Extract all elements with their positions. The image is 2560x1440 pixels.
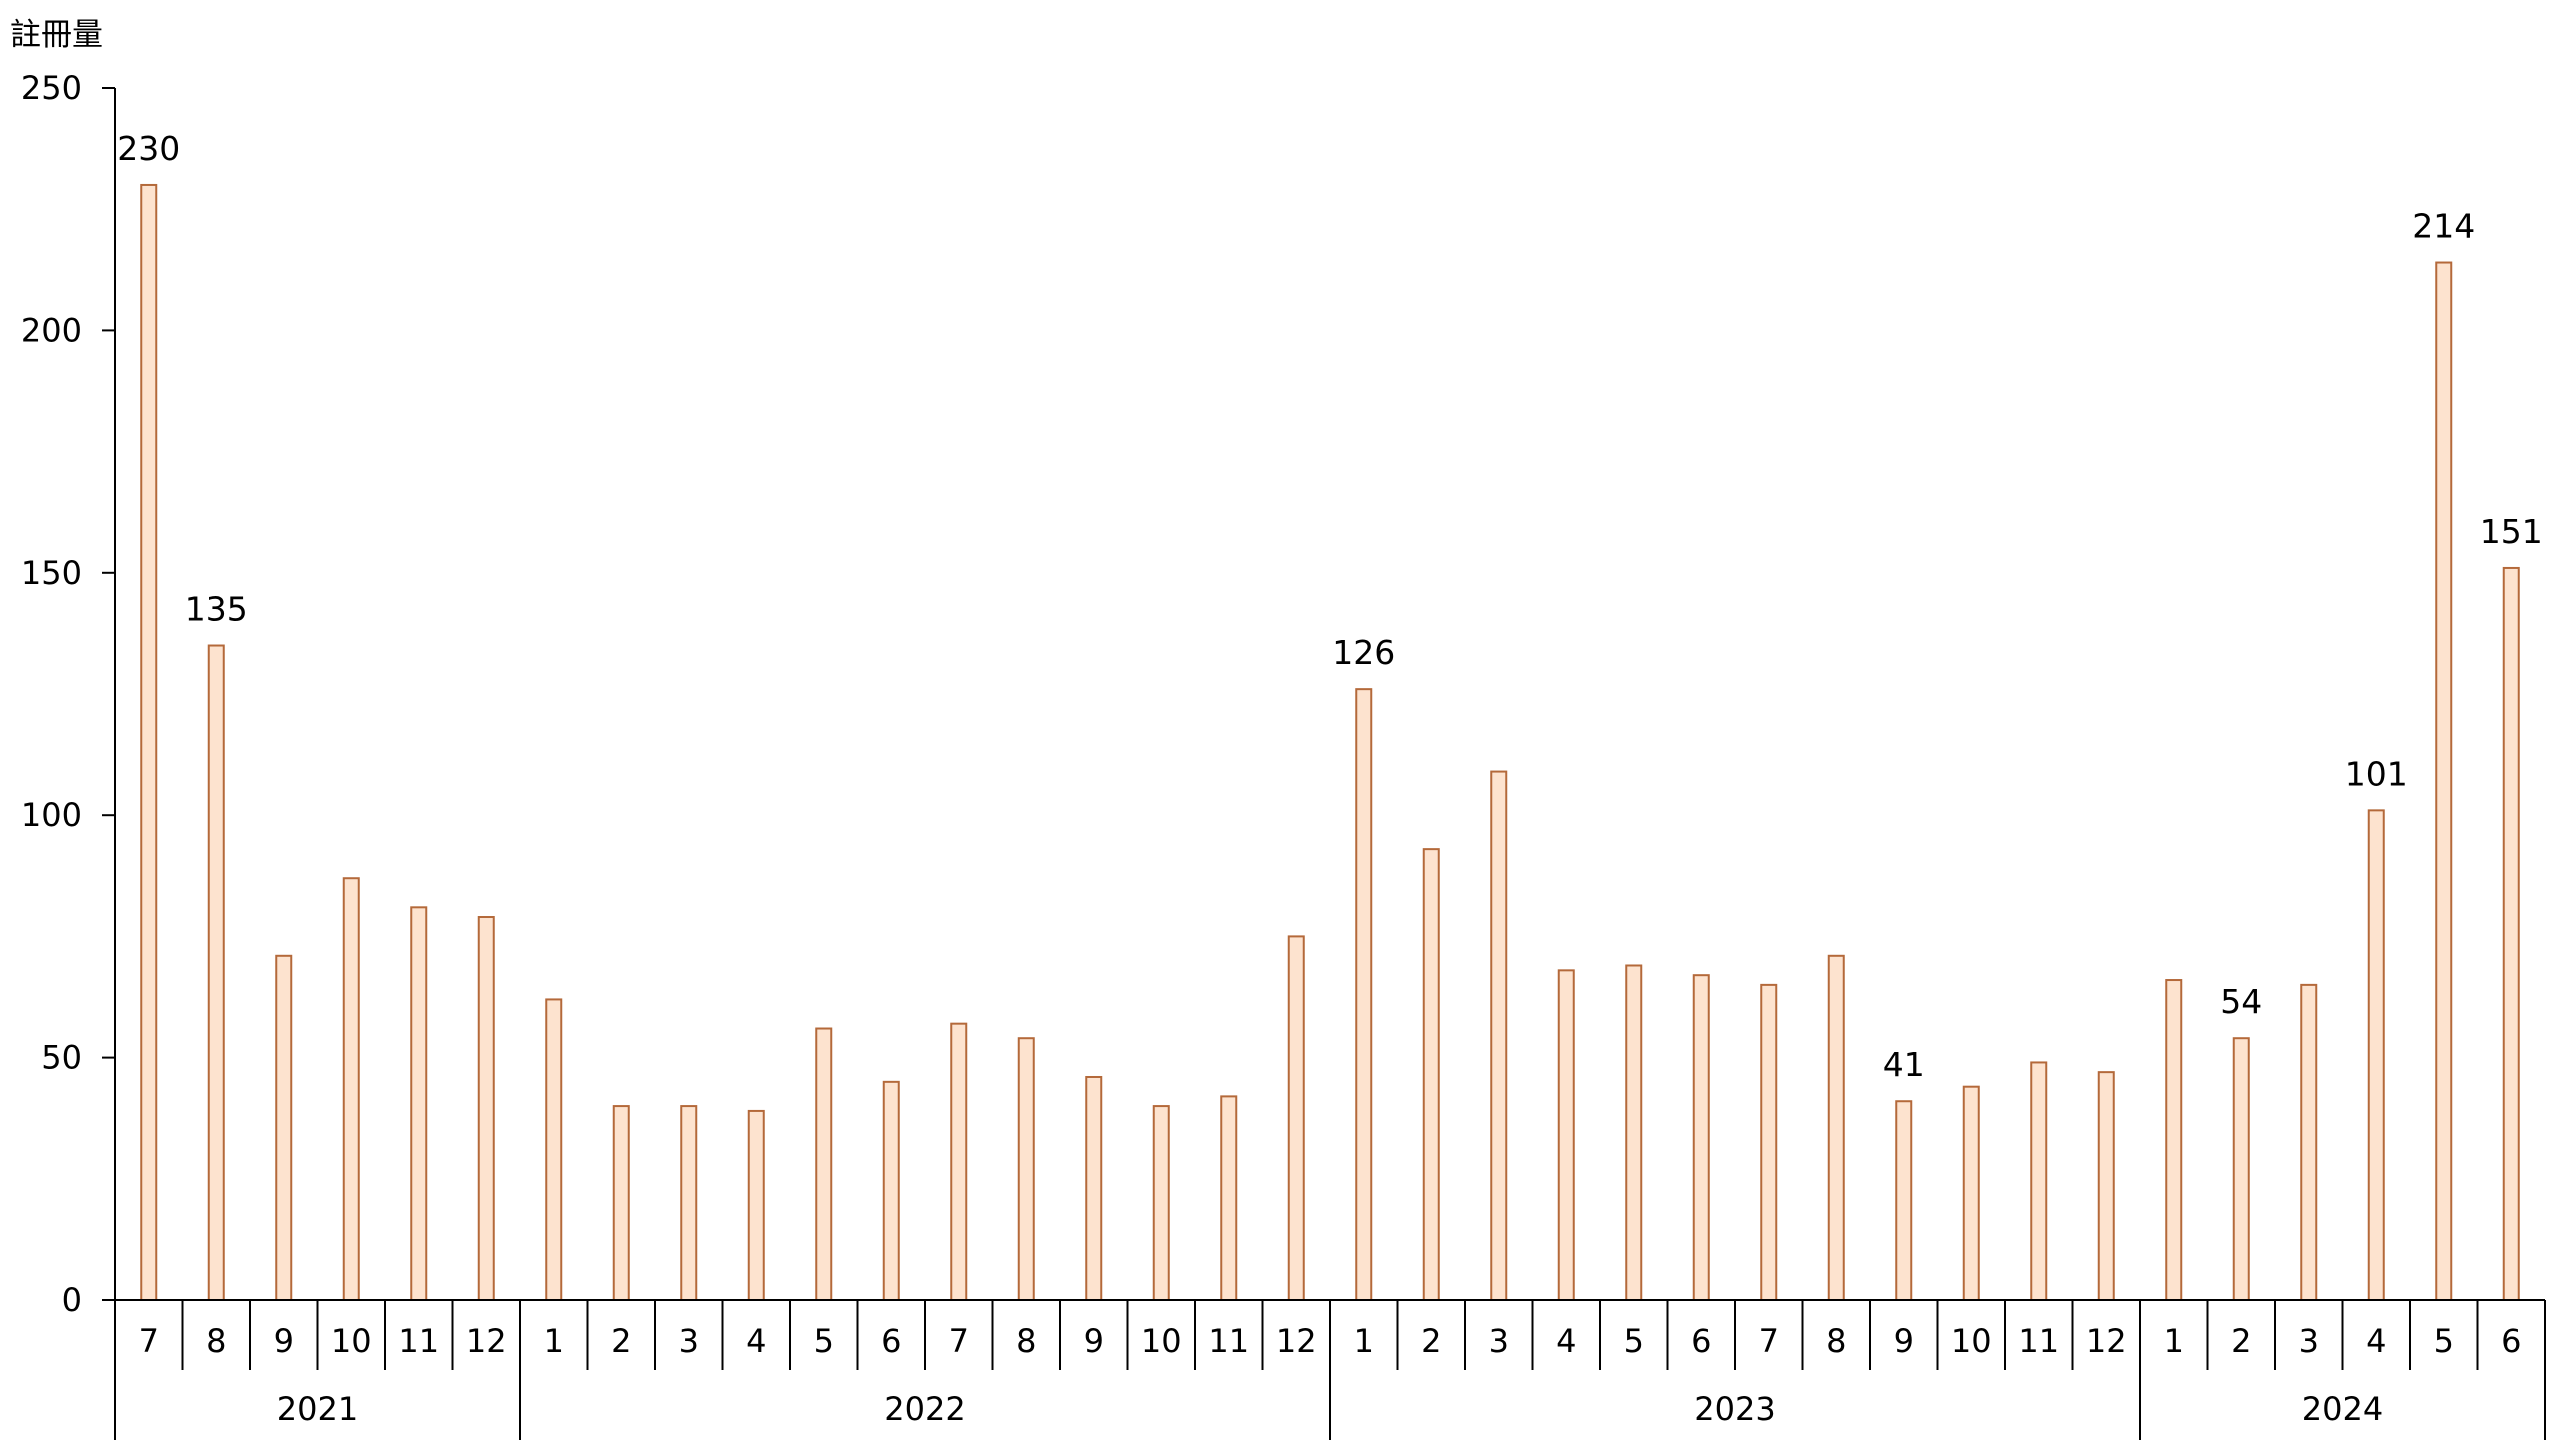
bar	[1827, 954, 1845, 1301]
x-tick-label: 6	[1691, 1322, 1711, 1360]
bar	[477, 916, 495, 1301]
y-tick-label: 50	[41, 1039, 82, 1077]
bar	[545, 998, 563, 1301]
data-labels: 230 135 126 41 54 101 214 151	[117, 129, 2543, 1084]
bar	[1557, 969, 1575, 1301]
bar	[1355, 688, 1373, 1301]
x-tick-label: 8	[1016, 1322, 1036, 1360]
bar	[1692, 974, 1710, 1302]
x-tick-label: 10	[1951, 1322, 1992, 1360]
bar	[2435, 261, 2453, 1302]
bar	[342, 877, 360, 1301]
bar	[1017, 1037, 1035, 1301]
bar	[207, 644, 225, 1301]
bars	[140, 183, 2520, 1302]
x-tick-label: 1	[544, 1322, 564, 1360]
bar	[275, 954, 293, 1301]
x-tick-label: 6	[2501, 1322, 2521, 1360]
x-tick-label: 10	[331, 1322, 372, 1360]
bar	[410, 906, 428, 1301]
bar	[1625, 964, 1643, 1301]
x-tick-label: 5	[1624, 1322, 1644, 1360]
y-tick-label: 200	[21, 311, 82, 349]
year-label: 2023	[1694, 1390, 1775, 1428]
x-tick-label: 2	[1421, 1322, 1441, 1360]
x-tick-label: 3	[679, 1322, 699, 1360]
x-tick-label: 9	[1894, 1322, 1914, 1360]
bar	[815, 1027, 833, 1301]
bar	[1085, 1075, 1103, 1301]
y-tick-label: 150	[21, 554, 82, 592]
x-tick-label: 11	[2018, 1322, 2059, 1360]
bar	[882, 1080, 900, 1301]
x-tick-label: 4	[2366, 1322, 2386, 1360]
bar	[1962, 1085, 1980, 1301]
data-label: 230	[117, 129, 180, 168]
x-tick-label: 3	[1489, 1322, 1509, 1360]
x-tick-label: 7	[1759, 1322, 1779, 1360]
x-tick-label: 12	[466, 1322, 507, 1360]
x-tick-label: 2	[2231, 1322, 2251, 1360]
data-label: 126	[1332, 633, 1395, 672]
x-tick-label: 1	[2164, 1322, 2184, 1360]
y-tick-label: 0	[62, 1281, 82, 1319]
x-tick-label: 8	[206, 1322, 226, 1360]
x-tick-label: 4	[746, 1322, 766, 1360]
bar	[1287, 935, 1305, 1302]
bar	[1760, 983, 1778, 1301]
data-label: 41	[1883, 1045, 1925, 1084]
year-label: 2024	[2302, 1390, 2383, 1428]
bar	[1220, 1095, 1238, 1302]
x-tick-label: 11	[398, 1322, 439, 1360]
bar	[2097, 1071, 2115, 1302]
x-tick-label: 9	[274, 1322, 294, 1360]
bar	[612, 1105, 630, 1301]
data-label: 151	[2480, 512, 2543, 551]
x-tick-label: 7	[139, 1322, 159, 1360]
x-tick-label: 9	[1084, 1322, 1104, 1360]
year-label: 2022	[884, 1390, 965, 1428]
bar	[2502, 566, 2520, 1301]
bar	[2165, 979, 2183, 1301]
x-tick-label: 4	[1556, 1322, 1576, 1360]
bar	[1152, 1105, 1170, 1301]
x-tick-label: 2	[611, 1322, 631, 1360]
bar	[1490, 770, 1508, 1301]
bar	[2030, 1061, 2048, 1301]
x-tick-label: 6	[881, 1322, 901, 1360]
bar	[2232, 1037, 2250, 1301]
x-tick-label: 1	[1354, 1322, 1374, 1360]
x-tick-label: 12	[2086, 1322, 2127, 1360]
bar	[140, 183, 158, 1302]
x-tick-label: 12	[1276, 1322, 1317, 1360]
bar	[747, 1109, 765, 1301]
y-tick-label: 100	[21, 796, 82, 834]
bar	[2367, 809, 2385, 1301]
data-label: 214	[2412, 207, 2475, 246]
bar	[1895, 1100, 1913, 1302]
x-tick-label: 8	[1826, 1322, 1846, 1360]
x-tick-label: 5	[2434, 1322, 2454, 1360]
x-tick-label: 3	[2299, 1322, 2319, 1360]
bar	[1422, 848, 1440, 1301]
y-axis-label: 註冊量	[10, 17, 103, 53]
x-tick-label: 5	[814, 1322, 834, 1360]
data-label: 54	[2220, 982, 2262, 1021]
y-axis: 0 50 100 150 200 250	[21, 69, 116, 1319]
x-tick-label: 10	[1141, 1322, 1182, 1360]
data-label: 135	[185, 590, 248, 629]
x-tick-label: 7	[949, 1322, 969, 1360]
bar	[2300, 983, 2318, 1301]
y-tick-label: 250	[21, 69, 82, 107]
year-label: 2021	[277, 1390, 358, 1428]
bar	[680, 1105, 698, 1301]
bar	[950, 1022, 968, 1301]
x-tick-label: 11	[1208, 1322, 1249, 1360]
data-label: 101	[2345, 754, 2408, 793]
